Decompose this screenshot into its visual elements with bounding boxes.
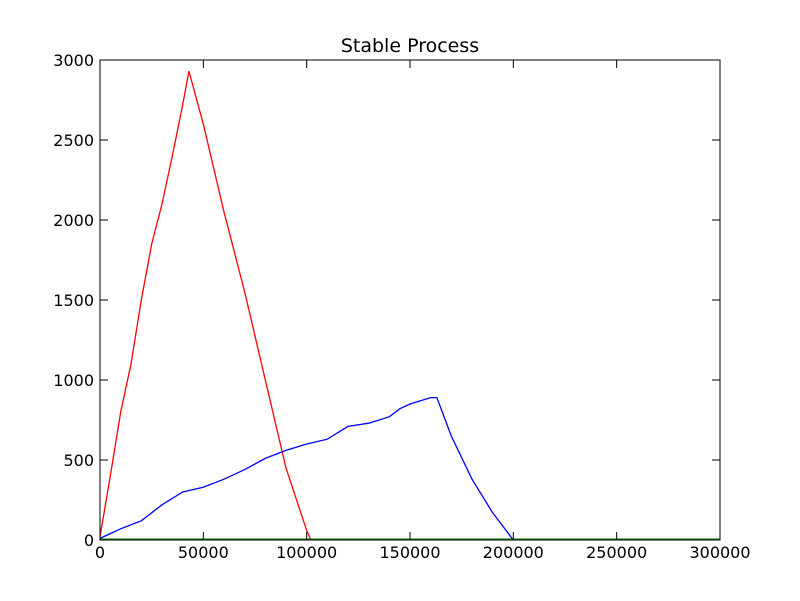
- plot-frame: [99, 59, 721, 541]
- x-tick-label: 200000: [483, 543, 544, 562]
- x-tick-label: 150000: [379, 543, 440, 562]
- chart-title: Stable Process: [341, 35, 479, 57]
- y-tick-label: 2000: [53, 211, 94, 230]
- y-tick-label: 1000: [53, 371, 94, 390]
- y-tick-label: 3000: [53, 51, 94, 70]
- series-line-1: [99, 71, 312, 541]
- ticks-layer: 0 50000 100000 150000 200000 250000 300000 0 500…: [53, 51, 750, 562]
- x-tick-label: 300000: [689, 543, 750, 562]
- y-tick-label: 0: [84, 531, 94, 550]
- y-tick-label: 1500: [53, 291, 94, 310]
- x-tick-label: 100000: [276, 543, 337, 562]
- x-tick-label: 50000: [178, 543, 229, 562]
- series-line-2: [99, 396, 514, 541]
- y-tick-label: 2500: [53, 131, 94, 150]
- x-tick-label: 250000: [586, 543, 647, 562]
- x-tick-label: 0: [95, 543, 105, 562]
- series-layer: [99, 71, 720, 541]
- y-tick-label: 500: [63, 451, 94, 470]
